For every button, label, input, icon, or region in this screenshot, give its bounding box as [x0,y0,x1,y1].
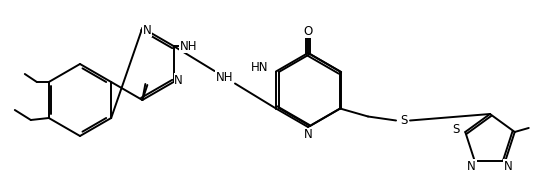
Text: NH: NH [216,71,234,84]
Text: N: N [468,159,476,173]
Text: S: S [452,123,459,137]
Text: N: N [504,159,512,173]
Text: HN: HN [250,61,268,74]
Text: N: N [143,23,152,36]
Text: O: O [304,24,312,38]
Text: N: N [304,129,312,142]
Text: NH: NH [180,40,197,53]
Text: S: S [400,114,408,127]
Text: N: N [174,73,183,87]
